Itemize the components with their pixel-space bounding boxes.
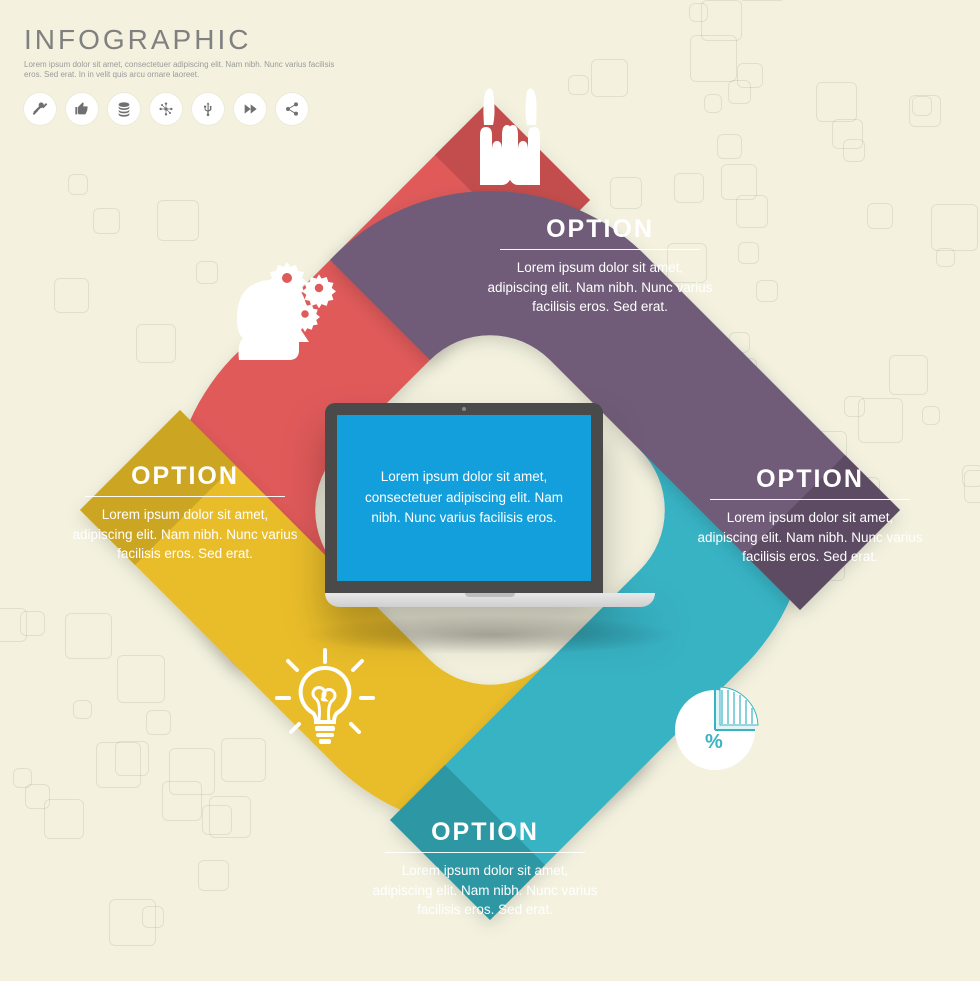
laptop-text: Lorem ipsum dolor sit amet, consectetuer… bbox=[351, 467, 577, 528]
thumbs-up-icon bbox=[66, 93, 98, 125]
laptop-screen: Lorem ipsum dolor sit amet, consectetuer… bbox=[337, 415, 591, 581]
page-subtitle: Lorem ipsum dolor sit amet, consectetuer… bbox=[24, 60, 354, 81]
lightbulb-icon bbox=[275, 648, 375, 748]
option-right-title: OPTION bbox=[710, 465, 910, 500]
header-icon-row bbox=[24, 93, 354, 125]
option-top-body: Lorem ipsum dolor sit amet, adipiscing e… bbox=[485, 258, 715, 317]
option-top: OPTION Lorem ipsum dolor sit amet, adipi… bbox=[485, 215, 715, 317]
head-gears-icon bbox=[225, 252, 345, 362]
option-bottom-title: OPTION bbox=[385, 818, 585, 853]
laptop: Lorem ipsum dolor sit amet, consectetuer… bbox=[325, 403, 655, 607]
laptop-base bbox=[325, 593, 655, 607]
option-right: OPTION Lorem ipsum dolor sit amet, adipi… bbox=[695, 465, 925, 567]
database-icon bbox=[108, 93, 140, 125]
option-top-title: OPTION bbox=[500, 215, 700, 250]
camera-dot bbox=[462, 407, 466, 411]
pie-chart-icon: % bbox=[670, 680, 765, 775]
laptop-bezel: Lorem ipsum dolor sit amet, consectetuer… bbox=[325, 403, 603, 593]
page-title: INFOGRAPHIC bbox=[24, 24, 354, 56]
option-bottom-body: Lorem ipsum dolor sit amet, adipiscing e… bbox=[370, 861, 600, 920]
option-bottom: OPTION Lorem ipsum dolor sit amet, adipi… bbox=[370, 818, 600, 920]
option-left: OPTION Lorem ipsum dolor sit amet, adipi… bbox=[70, 462, 300, 564]
option-left-body: Lorem ipsum dolor sit amet, adipiscing e… bbox=[70, 505, 300, 564]
network-icon bbox=[150, 93, 182, 125]
svg-text:%: % bbox=[705, 731, 723, 753]
usb-icon bbox=[192, 93, 224, 125]
forward-icon bbox=[234, 93, 266, 125]
option-left-title: OPTION bbox=[85, 462, 285, 497]
hands-icon bbox=[460, 80, 560, 190]
option-right-body: Lorem ipsum dolor sit amet, adipiscing e… bbox=[695, 508, 925, 567]
header: INFOGRAPHIC Lorem ipsum dolor sit amet, … bbox=[24, 24, 354, 125]
tools-icon bbox=[24, 93, 56, 125]
share-icon bbox=[276, 93, 308, 125]
